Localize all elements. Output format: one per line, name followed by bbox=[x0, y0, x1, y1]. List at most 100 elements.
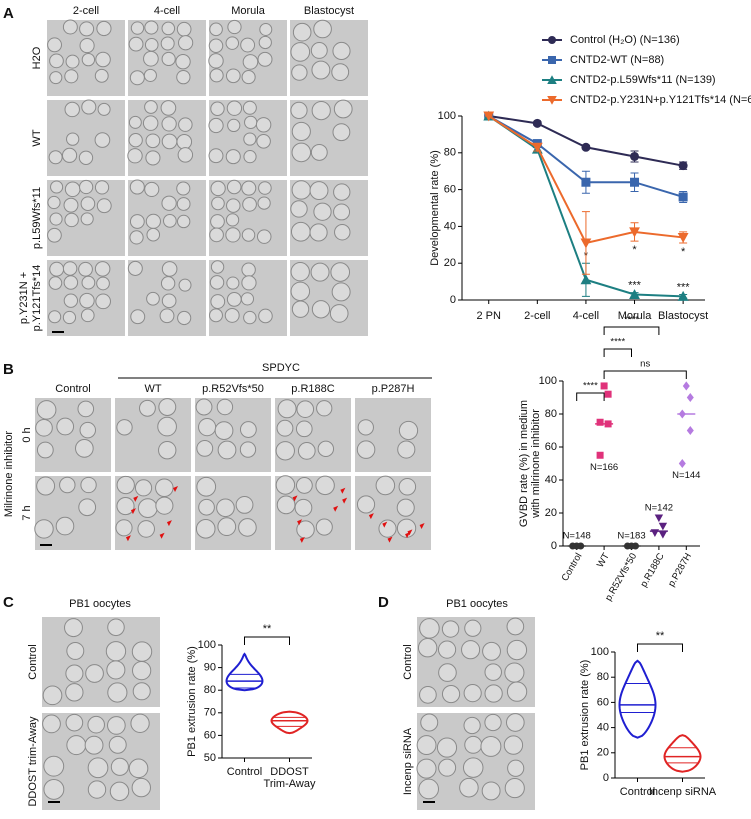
arrowhead bbox=[387, 536, 393, 543]
column-label: 4-cell bbox=[154, 5, 180, 17]
micrograph bbox=[290, 260, 368, 336]
significance: ns bbox=[640, 359, 650, 370]
cell bbox=[416, 758, 437, 779]
cell bbox=[210, 101, 225, 116]
cell bbox=[241, 70, 256, 85]
cell bbox=[176, 197, 191, 211]
cell bbox=[437, 640, 457, 659]
cell bbox=[216, 398, 234, 416]
header: SPDYC bbox=[262, 362, 300, 374]
cell bbox=[297, 442, 316, 460]
row-label: p.Y121Tfs*14 bbox=[31, 265, 43, 332]
column-label: Morula bbox=[231, 5, 266, 17]
significance-bracket bbox=[603, 370, 687, 379]
x-tick-label: Control bbox=[227, 766, 262, 778]
cell bbox=[296, 520, 315, 539]
cell bbox=[161, 21, 176, 36]
cell bbox=[242, 54, 259, 70]
x-tick-label: 4-cell bbox=[573, 310, 599, 322]
cell bbox=[239, 421, 257, 438]
cell bbox=[209, 308, 223, 323]
cell bbox=[144, 20, 159, 35]
cell bbox=[96, 276, 110, 291]
cell bbox=[506, 681, 528, 702]
y-tick-label: 20 bbox=[545, 507, 557, 519]
cell bbox=[47, 195, 61, 210]
cell bbox=[463, 684, 482, 703]
micrograph bbox=[275, 398, 351, 472]
cell bbox=[94, 261, 111, 277]
cell bbox=[290, 101, 308, 119]
cell bbox=[109, 781, 130, 802]
y-tick-label: 40 bbox=[597, 722, 609, 734]
arrowhead bbox=[340, 487, 346, 494]
series-line bbox=[488, 115, 684, 167]
cell bbox=[210, 260, 225, 274]
cell bbox=[438, 758, 457, 777]
cell bbox=[226, 276, 240, 290]
n-label: N=144 bbox=[672, 470, 700, 481]
cell bbox=[420, 713, 439, 732]
cell bbox=[309, 223, 328, 242]
point bbox=[686, 425, 694, 436]
cell bbox=[64, 101, 80, 118]
cell bbox=[464, 735, 483, 754]
y-tick-label: 60 bbox=[444, 184, 456, 196]
cell bbox=[275, 475, 296, 495]
cell bbox=[464, 619, 482, 637]
cell bbox=[461, 640, 481, 660]
row-label: Control bbox=[402, 644, 414, 679]
cell bbox=[42, 714, 61, 734]
point bbox=[580, 274, 592, 285]
point bbox=[677, 290, 689, 301]
cell bbox=[161, 133, 178, 150]
cell bbox=[50, 180, 64, 194]
point bbox=[678, 192, 688, 202]
cell bbox=[198, 418, 217, 437]
cell bbox=[127, 260, 143, 276]
cell bbox=[313, 19, 332, 39]
cell bbox=[294, 498, 313, 517]
cell bbox=[309, 181, 329, 201]
n-label: N=142 bbox=[645, 502, 673, 513]
micrograph bbox=[115, 475, 191, 550]
cell bbox=[216, 498, 235, 518]
cell bbox=[211, 196, 225, 211]
cell bbox=[158, 441, 177, 460]
micrograph bbox=[47, 179, 125, 256]
arrowhead bbox=[405, 532, 411, 539]
micrograph bbox=[127, 260, 206, 336]
cell bbox=[47, 227, 62, 243]
cell bbox=[209, 275, 225, 290]
cell bbox=[34, 519, 54, 539]
cell bbox=[378, 519, 397, 538]
cell bbox=[416, 735, 437, 756]
cell bbox=[62, 19, 78, 35]
y-tick-label: 100 bbox=[539, 375, 557, 387]
cell bbox=[63, 293, 79, 308]
cell bbox=[240, 37, 256, 53]
cell bbox=[438, 663, 457, 682]
cell bbox=[79, 421, 97, 439]
cell bbox=[226, 179, 242, 195]
point bbox=[600, 382, 608, 390]
cell bbox=[209, 227, 224, 243]
point bbox=[630, 177, 640, 187]
significance: **** bbox=[583, 381, 598, 392]
point bbox=[581, 177, 591, 187]
cell bbox=[244, 115, 258, 129]
cell bbox=[397, 440, 416, 459]
micrograph bbox=[34, 476, 111, 550]
legend-marker bbox=[548, 36, 556, 44]
y-axis-label: GVBD rate (%) in medium bbox=[518, 400, 530, 527]
cell bbox=[255, 117, 272, 133]
cell bbox=[64, 618, 83, 638]
cell bbox=[208, 117, 224, 134]
cell bbox=[459, 777, 479, 798]
cell bbox=[145, 213, 161, 229]
cell bbox=[291, 64, 308, 81]
cell bbox=[87, 780, 107, 799]
cell bbox=[84, 735, 104, 755]
y-tick-label: 80 bbox=[204, 684, 216, 696]
significance-bracket bbox=[637, 643, 683, 652]
